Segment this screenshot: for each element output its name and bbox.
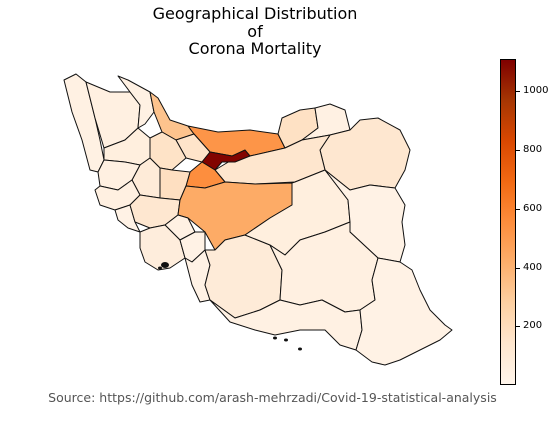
island-hormoz (273, 336, 277, 340)
island-kish (161, 262, 169, 268)
province-tehran (201, 149, 251, 171)
province-khuzestan (139, 224, 186, 271)
gulf-islands (158, 262, 302, 351)
colorbar-tick (516, 326, 520, 328)
colorbar (500, 59, 516, 385)
colorbar-tick-label: 400 (523, 261, 543, 273)
island-larak (298, 347, 302, 351)
colorbar-tick-label: 1000 (523, 85, 549, 97)
colorbar-tick-label: 200 (523, 320, 543, 332)
island-lavan (284, 338, 288, 342)
title-line-1: Geographical Distribution (152, 4, 358, 23)
colorbar-tick-label: 600 (523, 202, 543, 214)
colorbar-tick (516, 267, 520, 269)
province-west-azarbaijan (63, 73, 105, 173)
map-title: Geographical Distribution of Corona Mort… (130, 5, 380, 58)
province-ardabil (117, 75, 155, 129)
title-line-3: Corona Mortality (188, 39, 322, 58)
source-caption: Source: https://github.com/arash-mehrzad… (48, 390, 497, 405)
colorbar-tick-label: 800 (523, 144, 543, 156)
colorbar-tick (516, 91, 520, 93)
province-gilan (149, 91, 195, 141)
island-qeshm (158, 266, 162, 270)
province-sistan-baluchestan (355, 257, 453, 366)
title-line-2: of (247, 21, 263, 41)
colorbar-tick (516, 208, 520, 210)
colorbar-tick (516, 150, 520, 152)
